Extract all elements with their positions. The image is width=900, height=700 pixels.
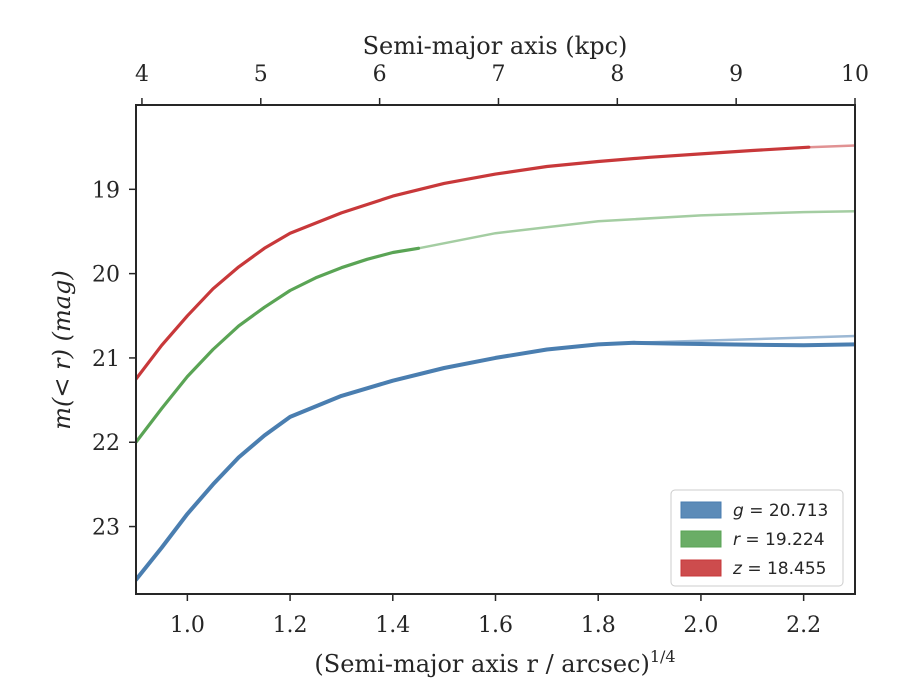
legend-swatch-g (680, 501, 722, 519)
series-z-extension-line (808, 144, 855, 149)
legend-swatch-z (680, 559, 722, 577)
legend-value: = 19.224 (740, 530, 825, 550)
legend-value: = 20.713 (744, 501, 829, 521)
top-x-tick-label: 6 (373, 62, 387, 87)
x-axis-title-text: (Semi-major axis r / arcsec) (314, 650, 649, 678)
top-x-axis-title: Semi-major axis (kpc) (363, 32, 628, 60)
x-tick-label: 1.4 (375, 613, 410, 638)
y-tick-label: 21 (92, 347, 120, 372)
legend-label-r: r = 19.224 (733, 530, 825, 550)
top-x-tick-label: 4 (135, 62, 149, 87)
top-x-tick-label: 7 (491, 62, 505, 87)
top-x-tick-label: 10 (841, 62, 869, 87)
legend-var: r (733, 530, 741, 550)
axes-layer: 1.0 1.2 1.4 1.6 1.8 2.0 2.2 19 20 21 22 23 4 5 6 7 8 9 10 (92, 62, 869, 638)
x-tick-label: 1.6 (478, 613, 513, 638)
top-x-tick-label: 8 (610, 62, 624, 87)
x-tick-label: 1.2 (273, 613, 308, 638)
series-r-extension-line (418, 209, 855, 250)
series-layer (136, 144, 855, 582)
series-z-line (136, 145, 811, 381)
y-tick-label: 20 (92, 263, 120, 288)
legend-label-g: g = 20.713 (733, 501, 828, 521)
y-tick-label: 23 (92, 516, 120, 541)
legend-label-z: z = 18.455 (732, 559, 826, 579)
x-tick-label: 2.2 (786, 613, 821, 638)
top-x-tick-label: 5 (254, 62, 268, 87)
x-tick-label: 1.0 (170, 613, 205, 638)
x-axis-title: (Semi-major axis r / arcsec)1/4 (314, 647, 675, 678)
x-axis-title-superscript: 1/4 (650, 647, 676, 666)
x-tick-label: 1.8 (581, 613, 616, 638)
top-x-tick-label: 9 (729, 62, 743, 87)
y-axis-title: m(< r) (mag) (48, 270, 76, 429)
y-tick-label: 22 (92, 431, 120, 456)
legend-var: z (732, 559, 743, 579)
series-r-line (136, 246, 421, 444)
legend-value: = 18.455 (742, 559, 827, 579)
x-tick-label: 2.0 (683, 613, 718, 638)
plot-area (136, 144, 855, 582)
legend-swatch-r (680, 530, 722, 548)
legend-var: g (733, 501, 744, 521)
y-tick-label: 19 (92, 178, 120, 203)
series-g-line (136, 340, 855, 582)
